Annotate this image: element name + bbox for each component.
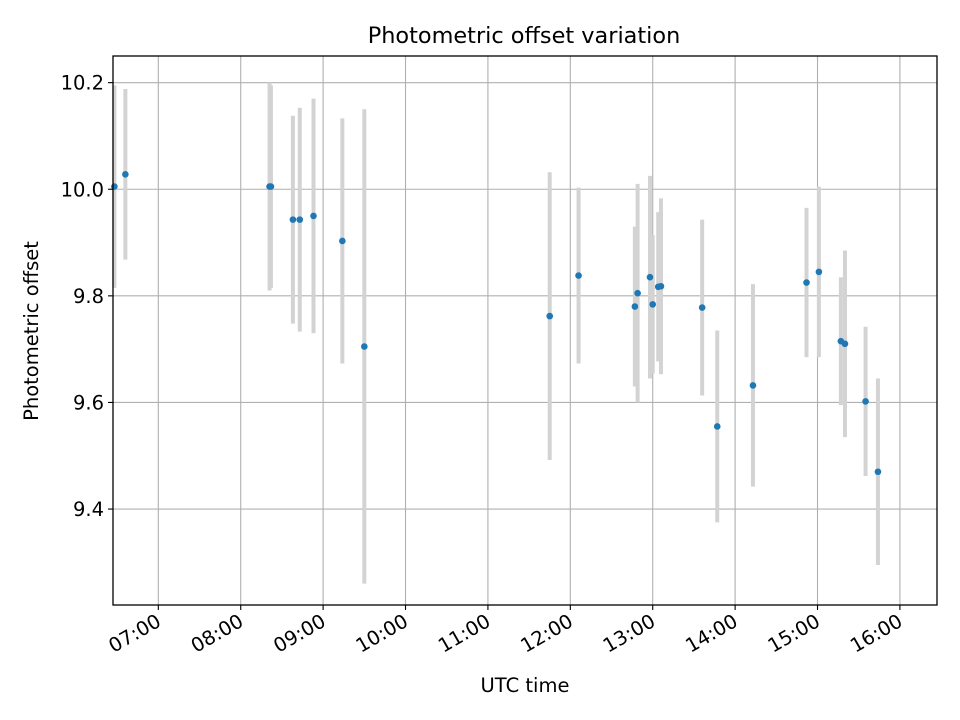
y-axis-label: Photometric offset [20,241,43,421]
data-point [546,312,554,320]
grid [113,56,937,605]
data-point [339,237,346,245]
data-point [634,289,641,297]
y-tick-label: 10.2 [61,72,104,95]
data-point [649,301,657,308]
data-point [874,468,882,476]
data-point [361,343,368,350]
plot-frame [112,55,938,606]
data-point [296,216,304,223]
y-tick-label: 9.6 [73,391,104,414]
data-point [631,303,639,310]
data-point [575,272,582,279]
chart-title: Photometric offset variation [368,23,681,49]
data-point [803,279,810,286]
data-point [698,304,706,311]
data-point [646,273,654,281]
y-tick-label: 10.0 [61,178,104,201]
data-point [713,423,721,430]
data-points [111,171,882,476]
data-point [749,382,757,389]
data-point [657,282,665,290]
data-point [122,171,129,178]
data-point [841,340,849,348]
data-point [289,216,297,223]
data-point [267,183,275,190]
data-point [862,398,869,405]
data-point [815,268,823,276]
y-axis: 9.4 9.6 9.8 10.0 10.2 [61,72,113,521]
y-tick-label: 9.4 [73,498,104,521]
data-point [310,212,317,220]
y-tick-label: 9.8 [73,285,104,308]
x-axis-label: UTC time [481,674,570,697]
